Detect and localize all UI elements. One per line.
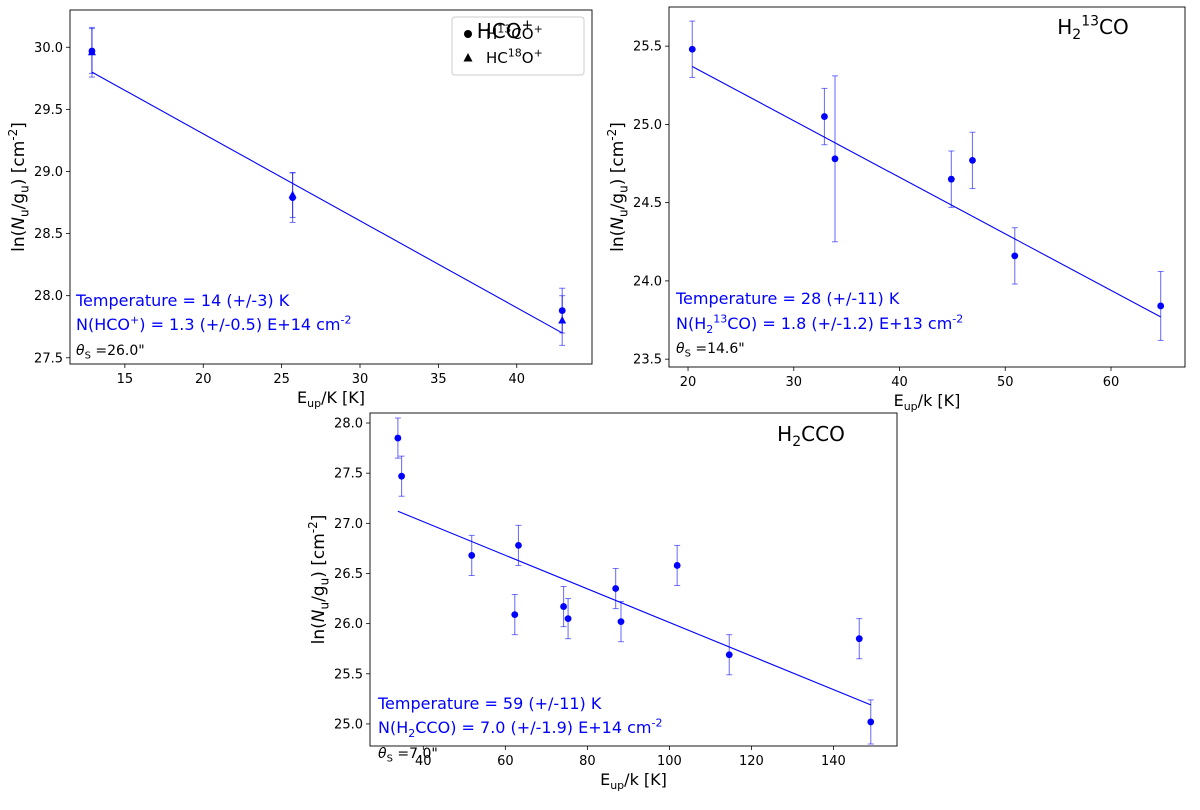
y-tick-label: 28.5 — [34, 227, 63, 242]
panel-h2-13co — [665, 6, 1186, 371]
y-tick-label: 24.0 — [633, 274, 662, 289]
x-axis-label: Eup/k [K] — [894, 391, 961, 413]
plot-frame — [69, 9, 593, 365]
legend-label: HC18O+ — [486, 47, 543, 67]
fit-line — [397, 510, 871, 706]
y-tick-label: 25.5 — [334, 667, 363, 682]
panel-title: HCO+ — [477, 18, 533, 43]
annotation-size: θS =26.0" — [76, 343, 145, 362]
annotation-temperature: Temperature = 28 (+/-11) K — [675, 289, 900, 308]
y-tick-label: 25.5 — [633, 40, 662, 55]
y-axis-label: ln(Nu/gu) [cm-2] — [6, 122, 31, 252]
x-tick-label: 60 — [497, 754, 514, 769]
legend-triangle-marker — [463, 53, 473, 62]
data-point-triangle — [558, 316, 567, 324]
y-tick-label: 29.0 — [34, 165, 63, 180]
x-tick-label: 120 — [739, 754, 764, 769]
x-tick-label: 40 — [891, 375, 908, 390]
annotation-column: N(H213CO) = 1.8 (+/-1.2) E+13 cm-2 — [676, 312, 963, 336]
x-tick-label: 50 — [997, 375, 1014, 390]
y-tick-label: 26.0 — [334, 617, 363, 632]
data-point — [398, 472, 405, 480]
plot-frame — [369, 412, 898, 747]
data-point-triangle — [87, 47, 96, 56]
x-tick-label: 100 — [657, 754, 682, 769]
y-tick-label: 30.0 — [34, 41, 63, 56]
data-point — [612, 585, 620, 592]
x-tick-label: 25 — [273, 372, 290, 387]
data-point — [394, 434, 402, 442]
x-tick-label: 35 — [430, 372, 447, 387]
y-tick-label: 28.0 — [334, 417, 363, 432]
x-tick-label: 20 — [195, 372, 212, 387]
fit-line — [91, 71, 563, 334]
data-point — [1157, 302, 1165, 310]
data-point — [511, 611, 519, 619]
data-point — [468, 552, 476, 559]
y-tick-label: 27.5 — [34, 351, 63, 366]
data-point — [821, 113, 828, 120]
y-tick-label: 27.5 — [334, 467, 363, 482]
annotation-column: N(HCO+) = 1.3 (+/-0.5) E+14 cm-2 — [76, 313, 351, 334]
annotation-temperature: Temperature = 14 (+/-3) K — [75, 291, 290, 310]
data-point — [867, 718, 875, 726]
data-point — [855, 635, 863, 643]
plot-frame — [668, 6, 1186, 368]
x-axis-label: Eup/k [K] — [600, 770, 667, 792]
data-point — [969, 156, 976, 164]
annotation-temperature: Temperature = 59 (+/-11) K — [377, 694, 602, 713]
legend — [451, 16, 585, 76]
data-point — [947, 175, 955, 183]
panel-h2cco — [366, 412, 898, 750]
legend-label: H13CO+ — [486, 23, 543, 43]
x-tick-label: 20 — [680, 375, 697, 390]
data-point — [564, 615, 572, 623]
y-tick-label: 28.0 — [34, 289, 63, 304]
fit-line — [692, 65, 1161, 318]
y-axis-label: ln(Nu/gu) [cm-2] — [605, 122, 630, 252]
panel-hco — [66, 9, 593, 368]
x-tick-label: 30 — [352, 372, 369, 387]
data-point — [725, 651, 733, 659]
x-tick-label: 140 — [821, 754, 846, 769]
panel-title: H213CO — [1057, 14, 1129, 43]
x-axis-label: Eup/K [K] — [297, 388, 365, 410]
panel-title: H2CCO — [777, 422, 845, 450]
y-tick-label: 27.0 — [334, 517, 363, 532]
annotation-size: θS =7.0" — [378, 746, 438, 765]
data-point — [831, 155, 839, 163]
data-point — [673, 562, 681, 569]
y-tick-label: 25.0 — [633, 118, 662, 133]
data-point — [617, 618, 625, 626]
y-tick-label: 29.5 — [34, 103, 63, 118]
data-point — [515, 541, 522, 549]
x-tick-label: 40 — [415, 754, 432, 769]
data-point-triangle — [288, 190, 297, 199]
data-point — [1011, 252, 1019, 260]
x-tick-label: 30 — [785, 375, 802, 390]
legend-box — [451, 16, 585, 76]
y-tick-label: 24.5 — [633, 196, 662, 211]
legend-circle-marker — [464, 30, 472, 38]
data-point — [688, 45, 696, 53]
annotation-size: θS =14.6" — [676, 341, 745, 360]
x-tick-label: 80 — [579, 754, 596, 769]
y-tick-label: 23.5 — [633, 353, 662, 368]
x-tick-label: 60 — [1103, 375, 1120, 390]
x-tick-label: 15 — [117, 372, 134, 387]
annotation-column: N(H2CCO) = 7.0 (+/-1.9) E+14 cm-2 — [378, 716, 662, 740]
data-point — [560, 603, 567, 610]
x-tick-label: 40 — [508, 372, 525, 387]
y-tick-label: 26.5 — [334, 567, 363, 582]
y-tick-label: 25.0 — [334, 717, 363, 732]
y-axis-label: ln(Nu/gu) [cm-2] — [306, 515, 331, 645]
